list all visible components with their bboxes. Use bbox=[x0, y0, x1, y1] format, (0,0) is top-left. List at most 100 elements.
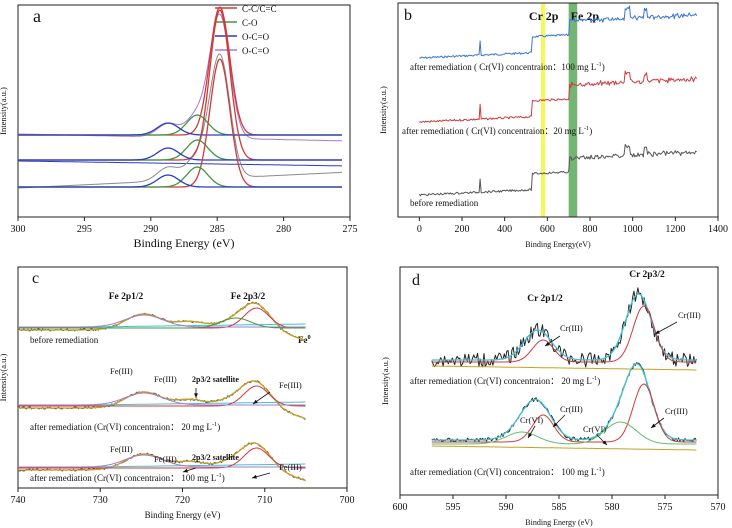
panel-d-arrow-head bbox=[655, 330, 660, 334]
panel-a-x-tick-label: 295 bbox=[77, 224, 92, 235]
panel-c-y-axis-label: Intensity(a.u.) bbox=[0, 353, 8, 401]
panel-d-background bbox=[431, 365, 697, 371]
panel-a-x-tick-label: 275 bbox=[343, 224, 358, 235]
panel-a-peak-cc bbox=[18, 9, 342, 161]
panel-c-fit-envelope bbox=[18, 380, 306, 420]
panel-c-peak-fe2 bbox=[18, 317, 306, 329]
panel-a-peak-cc bbox=[18, 58, 342, 188]
panel-c-peak-fe2p12 bbox=[18, 314, 306, 328]
panel-b-spectrum bbox=[419, 5, 698, 59]
panel-d-series-label: after remediation (Cr(VI) concentraion： … bbox=[410, 466, 605, 477]
panel-c-arrow-head bbox=[252, 474, 257, 479]
panel-d-fit-envelope bbox=[431, 293, 697, 361]
panel-d-arrow-head bbox=[528, 433, 533, 438]
panel-c-series-label: after remediation (Cr(VI) concentraion： … bbox=[30, 472, 225, 483]
panel-d-raw-spectrum bbox=[431, 287, 697, 368]
panel-b-x-tick-label: 600 bbox=[540, 224, 555, 235]
panel-b-highlight-label: Fe 2p bbox=[571, 9, 600, 23]
panel-c-x-tick-label: 710 bbox=[257, 495, 272, 506]
panel-d-series-label: after remediation (Cr(VI) concentraion： … bbox=[410, 375, 600, 386]
panel-d-peak-cr3 bbox=[431, 305, 697, 363]
panel-c-x-tick-label: 700 bbox=[340, 495, 355, 506]
panel-d-x-tick-label: 585 bbox=[552, 502, 567, 513]
panel-d-x-tick-label: 595 bbox=[446, 502, 461, 513]
panel-b-x-tick-label: 200 bbox=[455, 224, 470, 235]
panel-b-highlight-band bbox=[568, 3, 578, 217]
panel-c-x-tick-label: 740 bbox=[11, 495, 26, 506]
panel-b-x-axis-label: Binding Energy(eV) bbox=[525, 240, 591, 249]
panel-c-fe3-label: Fe(III) bbox=[154, 374, 177, 384]
panel-d-cr3-label: Cr(III) bbox=[678, 310, 701, 320]
panel-d-background bbox=[431, 445, 697, 451]
panel-d-arrow-head bbox=[545, 341, 550, 346]
panel-c-x-tick-label: 720 bbox=[175, 495, 190, 506]
panel-d-cr3-label: Cr(III) bbox=[665, 406, 688, 416]
panel-a-letter: a bbox=[33, 6, 41, 26]
panel-a-x-tick-label: 285 bbox=[210, 224, 225, 235]
panel-a-spectrum-top bbox=[18, 13, 342, 142]
panel-a-legend-label: C-O bbox=[242, 18, 258, 28]
panel-c-fe3-label: Fe(III) bbox=[110, 444, 133, 454]
panel-c-arrow-head bbox=[194, 393, 198, 398]
panel-c-peak-label: Fe 2p1/2 bbox=[109, 292, 144, 302]
panel-b-x-tick-label: 400 bbox=[497, 224, 512, 235]
panel-c-letter: c bbox=[32, 270, 39, 287]
panel-a-peak-oco bbox=[18, 174, 342, 188]
panel-d-x-tick-label: 600 bbox=[393, 502, 408, 513]
panel-c-series-label: before remediation bbox=[30, 335, 99, 345]
panel-b-x-tick-label: 1400 bbox=[708, 224, 728, 235]
panel-c-peak-fe2p12 bbox=[18, 392, 306, 406]
panel-a-peak-cc bbox=[18, 6, 342, 136]
panel-c-peak-fe3 bbox=[18, 447, 306, 469]
panel-a-spectrum-mid-base bbox=[18, 160, 342, 167]
panel-c-fe3-label: Fe(III) bbox=[279, 380, 302, 390]
panel-b-series-label: after remediation ( Cr(VI) concentraion：… bbox=[410, 61, 605, 72]
panel-b-series-label: before remediation bbox=[410, 198, 479, 208]
panel-b-highlight-band bbox=[540, 3, 546, 217]
panel-a-legend-label: O-C=O bbox=[242, 32, 270, 42]
panel-c-peak-fe3 bbox=[18, 385, 306, 407]
panel-d-arrow-head bbox=[602, 440, 607, 445]
panel-d-peak-label: Cr 2p1/2 bbox=[527, 294, 563, 304]
panel-a-frame bbox=[17, 4, 351, 218]
panel-a-y-axis-label: Intensity(a.u.) bbox=[0, 87, 8, 135]
panel-d-cr6-label: Cr(VI) bbox=[583, 424, 606, 434]
panel-d-y-axis-label: Intensity(a.u.) bbox=[380, 357, 390, 405]
panel-d-peak-cr3 bbox=[431, 383, 697, 443]
panel-a-x-tick-label: 300 bbox=[11, 224, 26, 235]
panel-b-y-axis-label: Intensity(a.u.) bbox=[378, 86, 388, 134]
panel-d-x-tick-label: 590 bbox=[499, 502, 514, 513]
panel-b-spectrum bbox=[418, 144, 697, 197]
panel-a-legend-label: O-C=O bbox=[242, 46, 270, 56]
panel-a-peak-co bbox=[18, 139, 342, 161]
panel-c-fe3-label: Fe(III) bbox=[154, 454, 177, 464]
panel-c-arrow-head bbox=[253, 399, 258, 404]
panel-a-peak-oco bbox=[18, 147, 342, 161]
panel-b-x-tick-label: 800 bbox=[583, 224, 598, 235]
panel-a-peak-co bbox=[18, 114, 342, 136]
panel-d-x-tick-label: 570 bbox=[711, 502, 726, 513]
panel-a-peak-oco bbox=[18, 122, 342, 136]
panel-d-cr6-label: Cr(VI) bbox=[520, 415, 543, 425]
panel-c-x-axis-label: Binding Energy (eV) bbox=[145, 510, 221, 520]
panel-a-x-tick-label: 280 bbox=[276, 224, 291, 235]
panel-a-peak-co bbox=[18, 166, 342, 188]
panel-b-highlight-label: Cr 2p bbox=[529, 9, 559, 23]
panel-b-spectrum bbox=[419, 70, 698, 123]
panel-c-series-label: after remediation (Cr(VI) concentraion： … bbox=[30, 421, 220, 432]
panel-c-peak-label: Fe 2p3/2 bbox=[231, 292, 266, 302]
panel-d-cr3-label: Cr(III) bbox=[560, 323, 583, 333]
panel-d-arrow-head bbox=[553, 422, 558, 427]
panel-d-peak-label: Cr 2p3/2 bbox=[629, 270, 665, 280]
panel-c-satellite-label: 2p3/2 satellite bbox=[192, 453, 239, 462]
panel-d-raw-spectrum bbox=[431, 362, 697, 443]
panel-c-peak-fe2p12 bbox=[18, 454, 306, 468]
panel-d-x-tick-label: 575 bbox=[658, 502, 673, 513]
panel-b-series-label: after remediation ( Cr(VI) concentraion：… bbox=[402, 125, 592, 136]
panel-b-x-tick-label: 1200 bbox=[665, 224, 685, 235]
panel-d-arrow-head bbox=[651, 423, 656, 428]
panel-c-frame bbox=[17, 266, 348, 489]
panel-b-x-tick-label: 1000 bbox=[623, 224, 643, 235]
panel-c-raw-spectrum bbox=[18, 380, 306, 420]
